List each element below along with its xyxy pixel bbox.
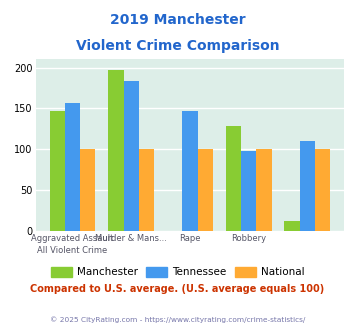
Bar [65,103,80,231]
Bar [315,149,330,231]
Bar [226,126,241,231]
Text: Compared to U.S. average. (U.S. average equals 100): Compared to U.S. average. (U.S. average … [31,284,324,294]
Text: 2019 Manchester: 2019 Manchester [110,13,245,27]
Legend: Manchester, Tennessee, National: Manchester, Tennessee, National [47,263,308,281]
Bar [300,141,315,231]
Bar [256,149,272,231]
Text: © 2025 CityRating.com - https://www.cityrating.com/crime-statistics/: © 2025 CityRating.com - https://www.city… [50,316,305,323]
Bar [108,70,124,231]
Bar [124,82,139,231]
Bar [50,111,65,231]
Bar [80,149,95,231]
Text: Violent Crime Comparison: Violent Crime Comparison [76,39,279,53]
Bar [198,149,213,231]
Bar [241,151,256,231]
Bar [139,149,154,231]
Bar [182,111,198,231]
Bar [284,221,300,231]
